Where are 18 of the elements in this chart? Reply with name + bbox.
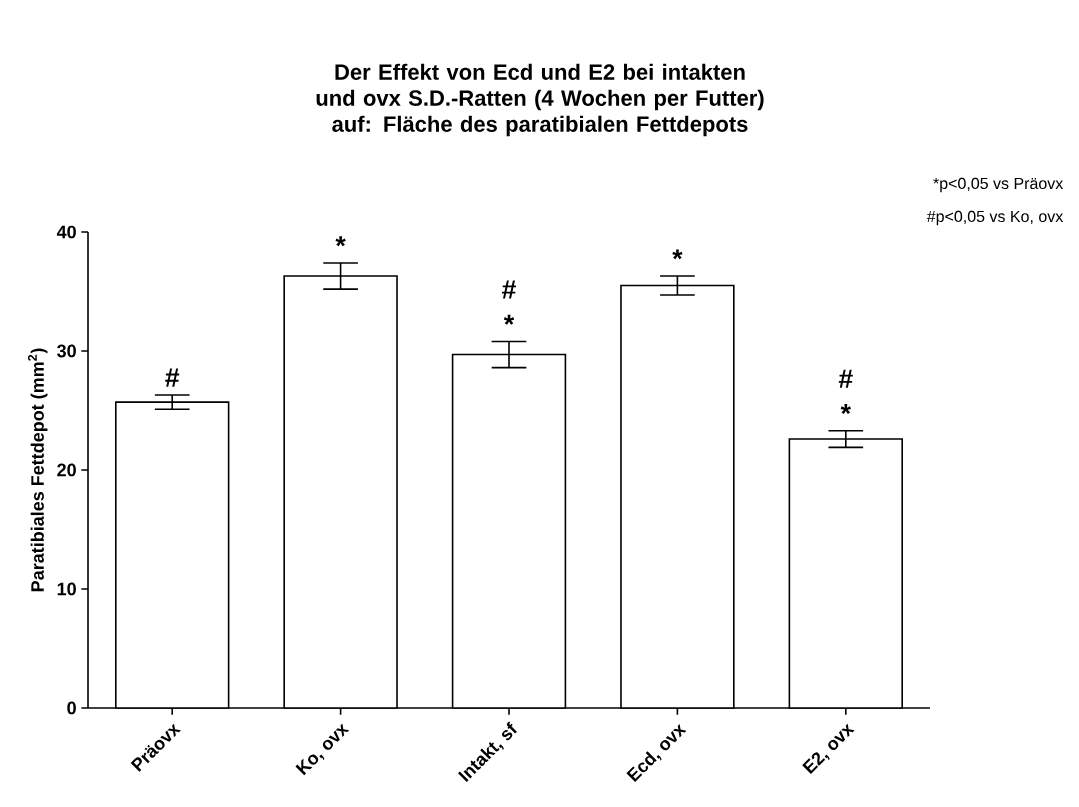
- annotation: *: [672, 249, 683, 260]
- y-tick-label: 20: [57, 463, 76, 477]
- text: *p<0,05 vs Präovx: [933, 177, 1064, 193]
- annotation: *: [335, 236, 346, 247]
- annotation: #: [838, 369, 853, 388]
- text: #p<0,05 vs Ko, ovx: [926, 210, 1064, 226]
- x-tick-label: Ko, ovx: [295, 723, 350, 776]
- y-tick-label: 40: [56, 225, 76, 239]
- annotation: *: [840, 404, 851, 415]
- y-tick-label: 10: [57, 582, 76, 596]
- annotation: #: [165, 368, 180, 387]
- y-tick-label: 0: [67, 701, 76, 715]
- y-axis-title: Paratibiales Fettdepot (mm$^{2}$): [27, 348, 48, 592]
- annotation: *: [503, 314, 515, 325]
- x-tick-label: E2, ovx: [802, 723, 855, 774]
- annotation: #: [502, 280, 516, 299]
- chart-title: Der Effekt von Ecd und E2 bei intakten und ovx S.D.-Ratten (4 Wochen per Futter) auf: Fläche des paratibialen Fettdepots: [316, 63, 764, 137]
- y-tick-label: 30: [57, 344, 76, 358]
